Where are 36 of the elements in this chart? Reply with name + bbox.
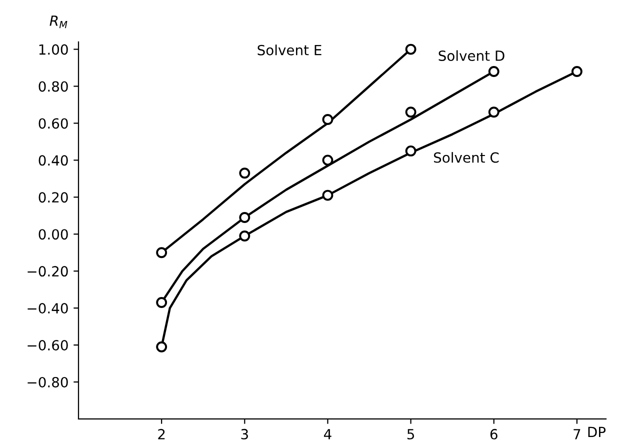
point xyxy=(405,145,416,156)
y-tick-label: 1.00 xyxy=(39,44,68,55)
point xyxy=(488,66,500,77)
y-tick-label: −0.20 xyxy=(28,266,68,277)
y-tick-label: 0.00 xyxy=(38,229,68,240)
x-tick-label: 3 xyxy=(241,428,248,440)
y-tick-label: 0.60 xyxy=(38,118,68,129)
point xyxy=(488,106,500,118)
y-tick-label: 0.80 xyxy=(38,81,68,92)
annotation: Solvent C xyxy=(434,152,499,163)
point xyxy=(156,341,168,352)
x-tick-label: 5 xyxy=(407,429,414,440)
point xyxy=(156,247,168,258)
y-axis-title: R$_{M}$ xyxy=(50,16,68,28)
x-tick-label: 2 xyxy=(158,428,165,440)
point xyxy=(322,114,334,125)
point xyxy=(239,230,250,242)
y-tick-label: 0.40 xyxy=(38,155,68,166)
x-axis-title: DP xyxy=(588,426,606,438)
y-tick-label: 0.20 xyxy=(38,192,68,203)
annotation: Solvent D xyxy=(438,50,504,62)
point xyxy=(571,66,582,77)
point xyxy=(405,106,416,118)
y-tick-label: −0.60 xyxy=(28,340,68,350)
point xyxy=(405,44,416,55)
x-tick-label: 4 xyxy=(324,429,332,440)
point xyxy=(322,154,334,166)
point xyxy=(322,190,334,201)
x-tick-label: 6 xyxy=(490,428,498,440)
point xyxy=(156,297,168,308)
point xyxy=(239,212,250,223)
annotation: Solvent E xyxy=(258,44,322,56)
y-tick-label: −0.80 xyxy=(28,376,68,388)
y-tick-label: −0.40 xyxy=(28,303,68,314)
x-tick-label: 7 xyxy=(574,429,580,440)
point xyxy=(239,168,250,179)
